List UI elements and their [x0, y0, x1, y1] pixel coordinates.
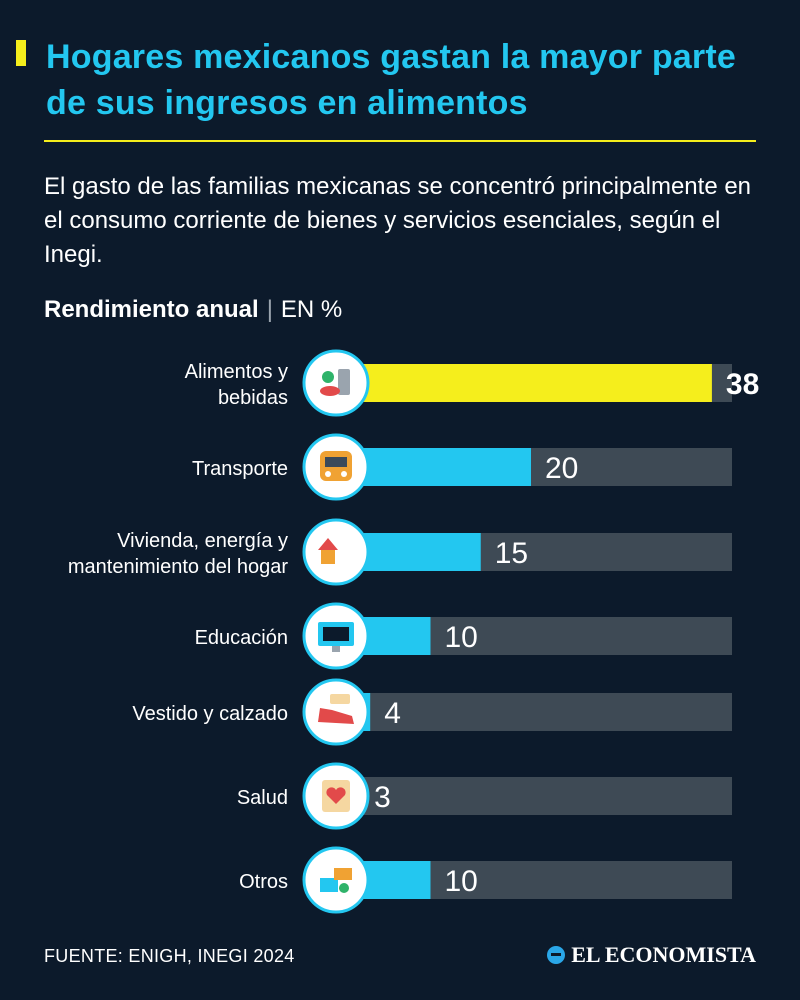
icon-part — [330, 694, 350, 704]
data-label: 38 — [726, 368, 759, 401]
bar-row: 3 Salud — [237, 762, 732, 830]
chart-unit: EN % — [280, 296, 343, 323]
misc-icon — [320, 868, 352, 893]
data-label: 4 — [384, 697, 401, 730]
category-label: Vestido y calzado — [132, 703, 288, 725]
icon-part — [340, 538, 352, 550]
home-tools-icon — [318, 538, 352, 568]
icon-part — [341, 471, 347, 477]
data-label: 20 — [545, 452, 578, 485]
subtitle: El gasto de las familias mexicanas se co… — [44, 173, 752, 268]
data-label: 10 — [445, 865, 478, 898]
icon-part — [339, 883, 349, 893]
icon-part — [340, 556, 352, 568]
icon-part — [325, 471, 331, 477]
title-marker — [16, 40, 26, 66]
category-label: Salud — [237, 787, 288, 809]
bar-row: 10 Otros — [239, 846, 732, 914]
category-label: bebidas — [218, 387, 288, 409]
icon-part — [334, 868, 352, 880]
data-label: 3 — [374, 781, 391, 814]
brand-name: EL ECONOMISTA — [571, 942, 756, 967]
category-label: Transporte — [192, 458, 288, 480]
category-label: Educación — [195, 627, 288, 649]
icon-part — [322, 371, 334, 383]
health-icon — [322, 780, 350, 812]
chart-header-separator: | — [266, 296, 273, 323]
food-icon — [320, 369, 350, 396]
brand-logo: EL ECONOMISTA — [547, 942, 756, 968]
bar-row: 10 Educación — [195, 602, 732, 670]
bar-track — [330, 693, 732, 731]
chart-header: Rendimiento anual | EN % — [44, 296, 342, 324]
train-icon — [320, 451, 352, 481]
computer-icon — [318, 622, 354, 652]
icon-part — [332, 646, 340, 652]
title-block: Hogares mexicanos gastan la mayor parte … — [16, 34, 756, 126]
data-label: 15 — [495, 537, 528, 570]
bar-track — [330, 777, 732, 815]
bar-row: 20 Transporte — [192, 433, 732, 501]
icon-part — [320, 878, 338, 892]
bar-row: 15 Vivienda, energía y mantenimiento del h… — [68, 518, 732, 586]
brand-icon — [547, 946, 566, 964]
source-note: FUENTE: ENIGH, INEGI 2024 — [44, 946, 295, 966]
icon-part — [325, 457, 347, 467]
icon-part — [338, 369, 350, 395]
icon-part — [323, 627, 349, 641]
bar-row: 38 Alimentos y bebidas — [185, 349, 759, 417]
category-label: Vivienda, energía y — [117, 530, 288, 552]
icon-circle — [302, 518, 370, 586]
bar-row: 4 Vestido y calzado — [132, 678, 732, 746]
title-divider — [44, 140, 756, 142]
chart-title: Rendimiento anual — [44, 296, 259, 323]
icon-part — [318, 538, 338, 550]
category-label: Alimentos y — [185, 361, 288, 383]
bar — [330, 364, 712, 402]
page-title: Hogares mexicanos gastan la mayor parte … — [46, 38, 736, 122]
icon-part — [321, 550, 335, 564]
category-label: mantenimiento del hogar — [68, 556, 288, 578]
category-label: Otros — [239, 871, 288, 893]
icon-circle — [302, 349, 370, 417]
icon-part — [326, 787, 346, 804]
shoe-icon — [318, 694, 354, 724]
icon-part — [320, 386, 340, 396]
data-label: 10 — [445, 621, 478, 654]
icon-part — [318, 708, 354, 724]
